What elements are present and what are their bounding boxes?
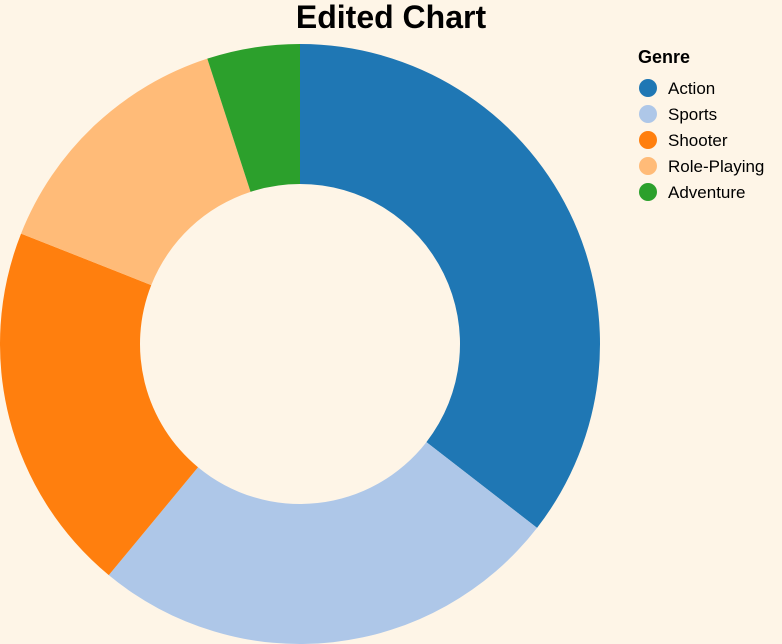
legend-label-sports: Sports: [668, 105, 717, 124]
legend-swatch-role-playing: [639, 157, 657, 175]
slice-adventure[interactable]: [207, 44, 300, 192]
legend-item-adventure[interactable]: Adventure: [639, 183, 746, 202]
legend-label-adventure: Adventure: [668, 183, 746, 202]
legend-item-sports[interactable]: Sports: [639, 105, 717, 124]
legend-item-action[interactable]: Action: [639, 79, 715, 98]
legend-swatch-shooter: [639, 131, 657, 149]
slice-action[interactable]: [300, 44, 600, 528]
slice-sports[interactable]: [108, 442, 538, 644]
legend-item-role-playing[interactable]: Role-Playing: [639, 157, 764, 176]
legend-label-role-playing: Role-Playing: [668, 157, 764, 176]
donut-slices: [0, 44, 600, 644]
legend-items: Action Sports Shooter Role-Playing Adventure: [639, 79, 764, 202]
slice-role-playing[interactable]: [21, 58, 251, 286]
legend-swatch-sports: [639, 105, 657, 123]
legend-title: Genre: [638, 47, 690, 67]
legend: Genre Action Sports Shooter Role-Playing Adv…: [638, 47, 764, 202]
legend-swatch-action: [639, 79, 657, 97]
legend-item-shooter[interactable]: Shooter: [639, 131, 728, 150]
legend-label-action: Action: [668, 79, 715, 98]
legend-swatch-adventure: [639, 183, 657, 201]
slice-shooter[interactable]: [0, 233, 199, 576]
legend-label-shooter: Shooter: [668, 131, 728, 150]
chart-title: Edited Chart: [296, 0, 487, 35]
